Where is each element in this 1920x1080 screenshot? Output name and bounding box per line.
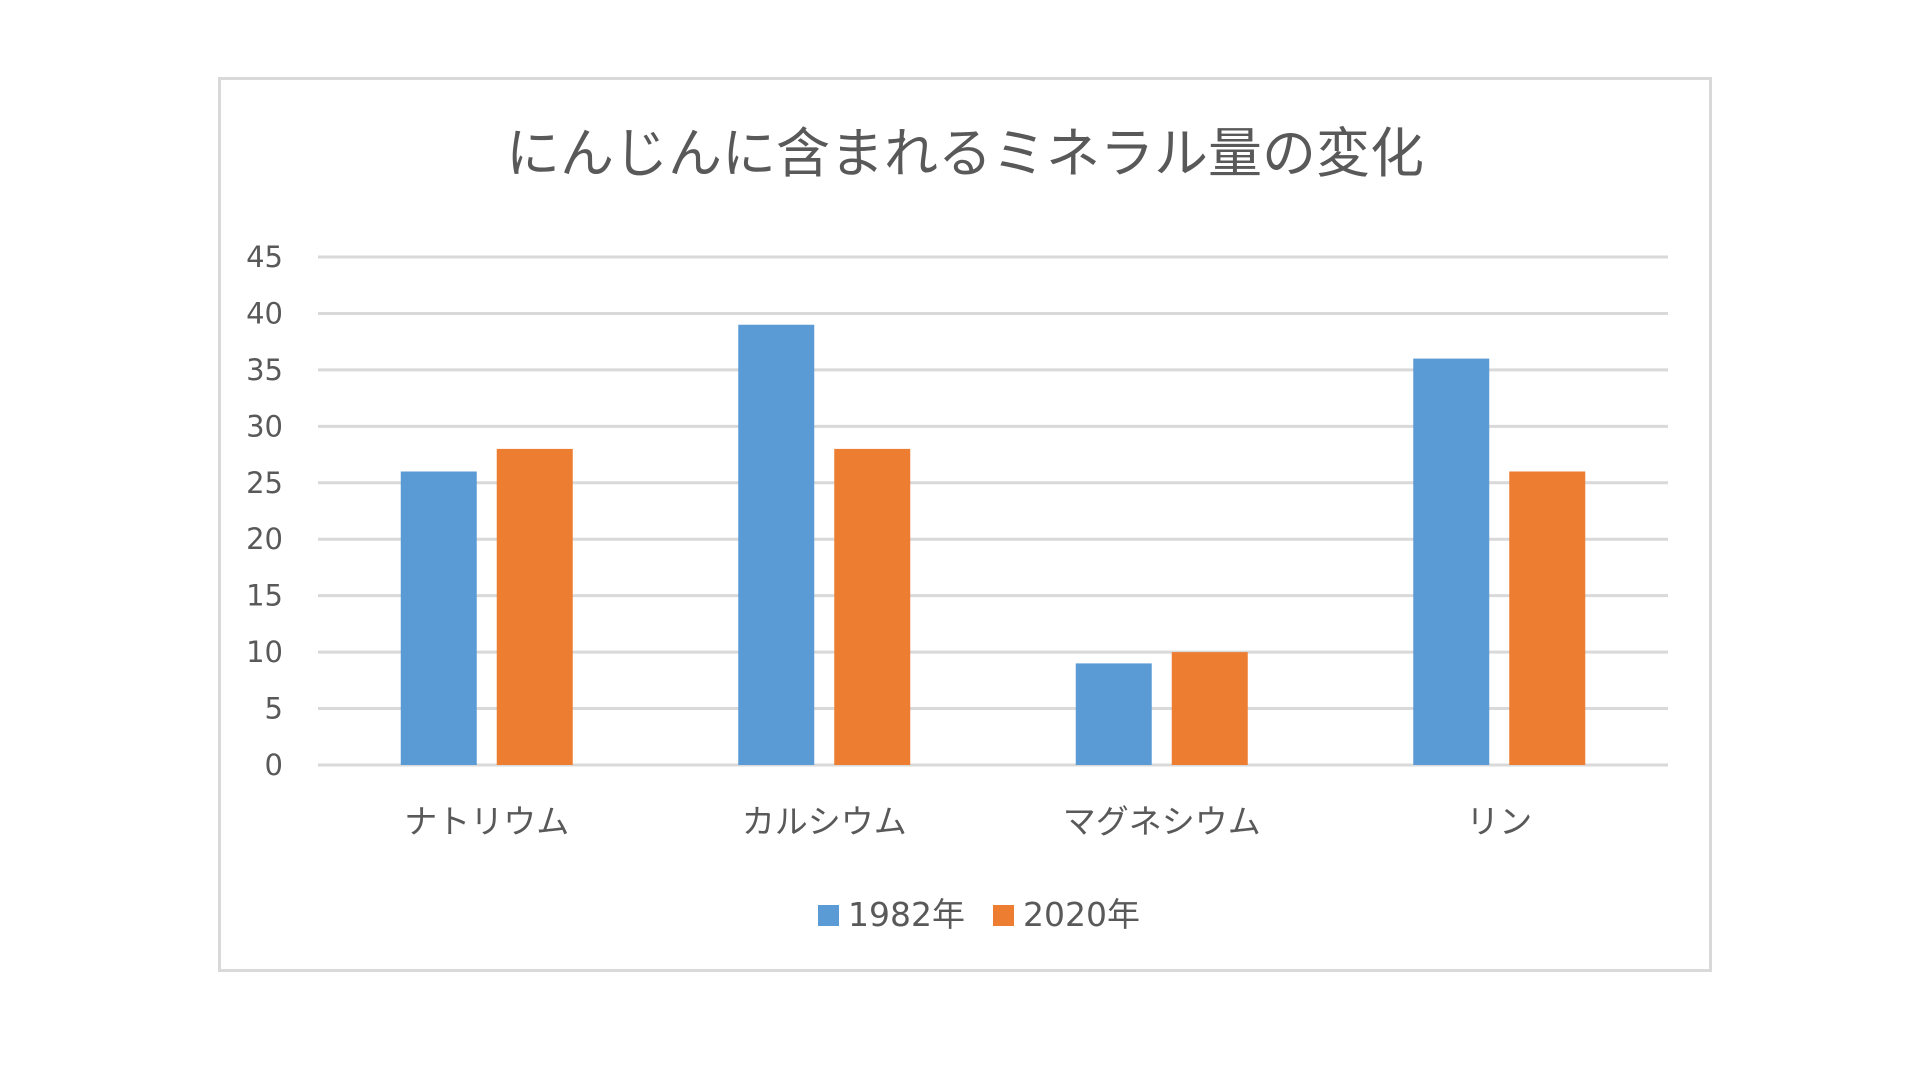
x-category-label: ナトリウム	[404, 802, 569, 841]
x-category-label: マグネシウム	[1063, 802, 1261, 841]
y-tick-label: 25	[246, 466, 283, 500]
y-tick-label: 15	[246, 579, 283, 613]
y-tick-label: 30	[246, 409, 283, 443]
bar-3-1	[1509, 471, 1586, 765]
bar-3-0	[1413, 358, 1490, 765]
y-axis-tick-labels: 0 5 10 15 20 25 30 35 40 45	[246, 240, 283, 782]
legend-label: 2020年	[1023, 895, 1140, 934]
legend-label: 1982年	[848, 895, 965, 934]
bar-1-1	[834, 448, 911, 765]
y-tick-label: 10	[246, 635, 283, 669]
chart-title: にんじんに含まれるミネラル量の変化	[506, 122, 1424, 185]
y-tick-label: 40	[246, 296, 283, 330]
bars	[400, 324, 1586, 765]
x-category-label: カルシウム	[742, 802, 907, 841]
y-tick-label: 20	[246, 522, 283, 556]
x-axis-category-labels: ナトリウム カルシウム マグネシウム リン	[404, 802, 1532, 841]
y-tick-label: 0	[265, 748, 283, 782]
bar-1-0	[738, 324, 815, 765]
y-tick-label: 35	[246, 353, 283, 387]
y-tick-label: 45	[246, 240, 283, 274]
legend: 1982年 2020年	[818, 895, 1140, 934]
legend-swatch	[993, 905, 1014, 926]
bar-0-0	[400, 471, 477, 765]
legend-swatch	[818, 905, 839, 926]
bar-2-1	[1171, 652, 1248, 765]
x-category-label: リン	[1466, 802, 1532, 841]
y-tick-label: 5	[265, 692, 283, 726]
bar-0-1	[496, 448, 573, 765]
bar-2-0	[1075, 663, 1152, 765]
